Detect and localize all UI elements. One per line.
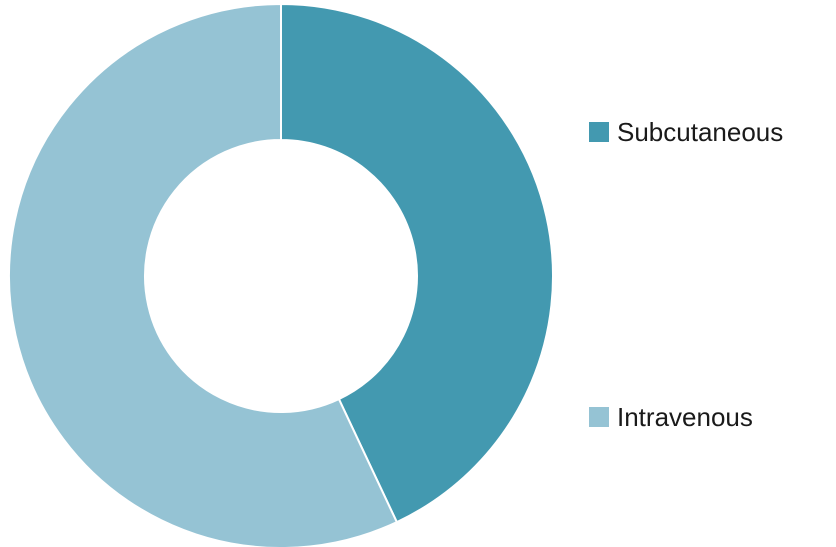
legend-item-intravenous: Intravenous (589, 397, 753, 437)
legend-swatch-subcutaneous (589, 122, 609, 142)
legend-label-subcutaneous: Subcutaneous (617, 117, 784, 147)
donut-slice-intravenous (8, 2, 399, 547)
donut-slices (8, 2, 554, 547)
legend-swatch-intravenous (589, 407, 609, 427)
legend-item-subcutaneous: Subcutaneous (589, 112, 783, 152)
donut-slice-subcutaneous (280, 2, 554, 524)
legend-label-intravenous: Intravenous (617, 402, 753, 432)
